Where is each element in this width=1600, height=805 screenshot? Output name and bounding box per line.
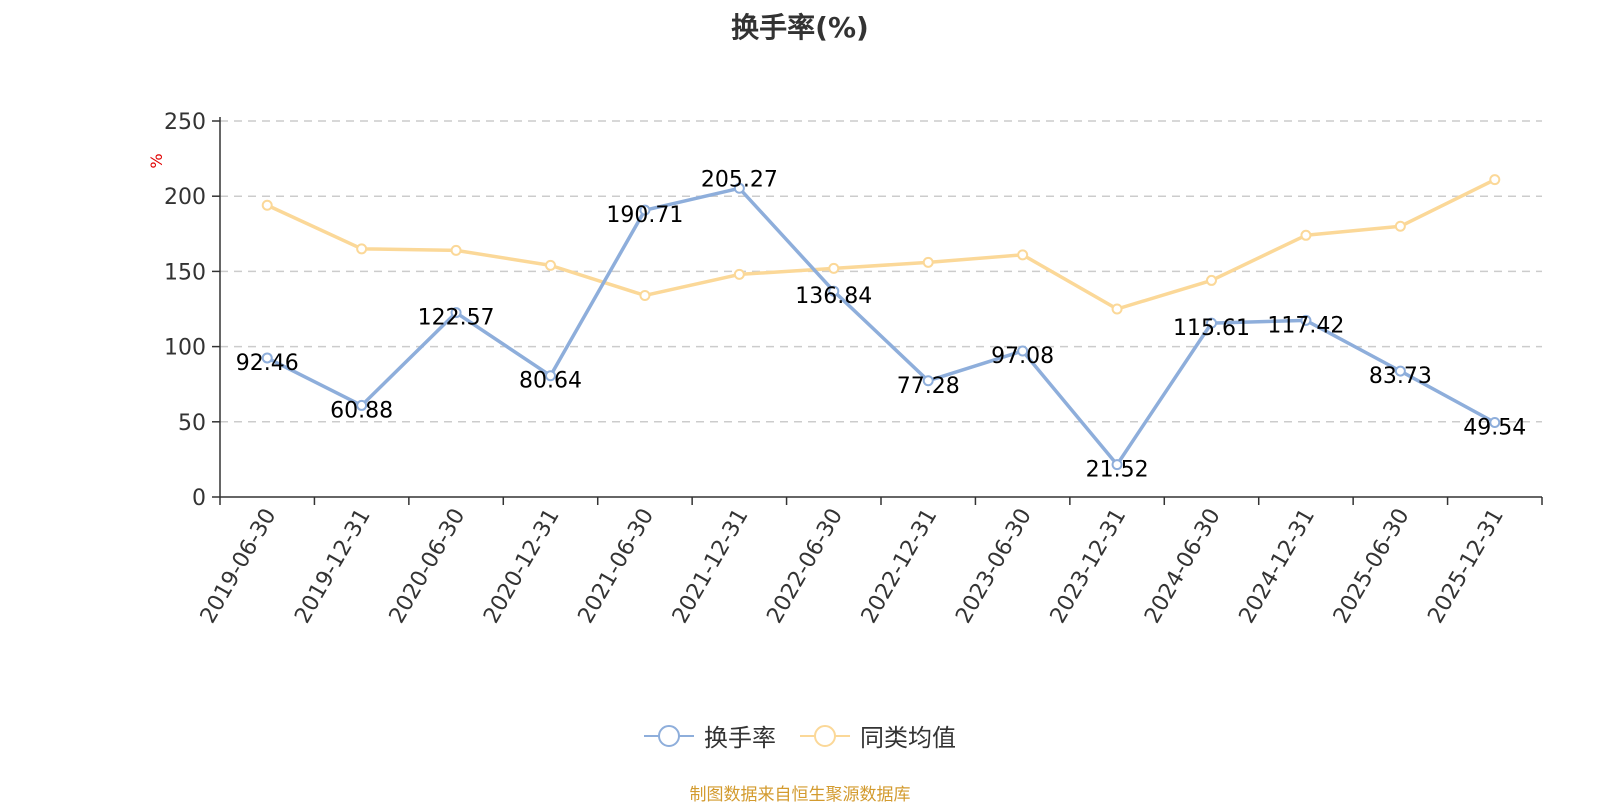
y-tick-label: 50: [178, 411, 206, 436]
data-point: [922, 375, 934, 387]
data-point: [733, 268, 745, 280]
legend-line-circle-icon: [800, 724, 850, 747]
y-tick-label: 250: [164, 110, 206, 135]
data-point: [1111, 459, 1123, 471]
x-tick-label: 2023-06-30: [951, 505, 1037, 628]
y-tick-label: 100: [164, 336, 206, 361]
x-tick-label: 2025-06-30: [1329, 505, 1415, 628]
data-point: [1394, 220, 1406, 232]
y-tick-label: 200: [164, 185, 206, 210]
data-point: [1300, 229, 1312, 241]
data-point: [261, 352, 273, 364]
legend-line-circle-icon: [644, 724, 694, 747]
series-line: [265, 177, 1497, 311]
data-point: [545, 259, 556, 271]
data-label: 205.27: [701, 167, 778, 192]
data-point: [639, 289, 651, 301]
data-label: 21.52: [1086, 458, 1149, 483]
data-point: [1206, 274, 1217, 286]
legend: 换手率 同类均值: [0, 718, 1600, 753]
series-line: [265, 186, 1497, 467]
x-tick-label: 2023-12-31: [1046, 505, 1132, 628]
x-tick-label: 2021-12-31: [668, 505, 754, 628]
data-point: [1489, 416, 1501, 428]
source-note: 制图数据来自恒生聚源数据库: [689, 785, 911, 805]
data-point: [922, 256, 934, 268]
x-tick-label: 2019-06-30: [196, 505, 282, 628]
data-label: 122.57: [418, 306, 495, 331]
data-point: [1111, 303, 1123, 315]
data-point: [356, 243, 368, 255]
x-tick-label: 2022-06-30: [762, 505, 848, 628]
x-tick-label: 2022-12-31: [857, 505, 943, 628]
data-point: [450, 244, 462, 256]
data-label: 136.84: [795, 284, 872, 309]
data-point: [356, 399, 368, 411]
data-label: 77.28: [897, 374, 960, 399]
x-tick-label: 2020-12-31: [479, 505, 565, 628]
data-label: 60.88: [330, 398, 393, 423]
data-point: [1300, 314, 1312, 326]
x-tick-label: 2020-06-30: [385, 505, 471, 628]
data-label: 83.73: [1369, 364, 1432, 389]
x-tick-label: 2021-06-30: [574, 505, 660, 628]
data-label: 92.46: [236, 351, 299, 376]
data-point: [1206, 317, 1217, 329]
x-tick-label: 2025-12-31: [1423, 505, 1509, 628]
y-axis-label: %: [147, 153, 166, 168]
data-label: 80.64: [519, 369, 582, 394]
data-point: [1489, 174, 1501, 186]
chart-title: 换手率(%): [731, 11, 869, 44]
legend-label-turnover: 换手率: [704, 724, 776, 752]
data-label: 117.42: [1267, 313, 1344, 338]
x-tick-label: 2024-06-30: [1140, 505, 1226, 628]
legend-item-peer-average[interactable]: 同类均值: [800, 718, 956, 753]
data-label: 49.54: [1463, 415, 1526, 440]
legend-item-turnover[interactable]: 换手率: [644, 718, 776, 753]
data-point: [828, 285, 840, 297]
data-label: 115.61: [1173, 316, 1250, 341]
x-tick-label: 2019-12-31: [290, 505, 376, 628]
data-point: [828, 262, 840, 274]
data-point: [1017, 345, 1029, 357]
y-tick-label: 150: [164, 260, 206, 285]
data-point: [1394, 365, 1406, 377]
x-tick-label: 2024-12-31: [1235, 505, 1321, 628]
data-label: 190.71: [606, 203, 683, 228]
legend-label-peer-average: 同类均值: [860, 724, 956, 752]
data-point: [261, 199, 273, 211]
data-point: [545, 370, 556, 382]
data-point: [639, 204, 651, 216]
data-point: [733, 182, 745, 194]
y-tick-label: 0: [192, 486, 206, 511]
data-point: [450, 307, 462, 319]
data-point: [1017, 249, 1029, 261]
data-label: 97.08: [991, 344, 1054, 369]
